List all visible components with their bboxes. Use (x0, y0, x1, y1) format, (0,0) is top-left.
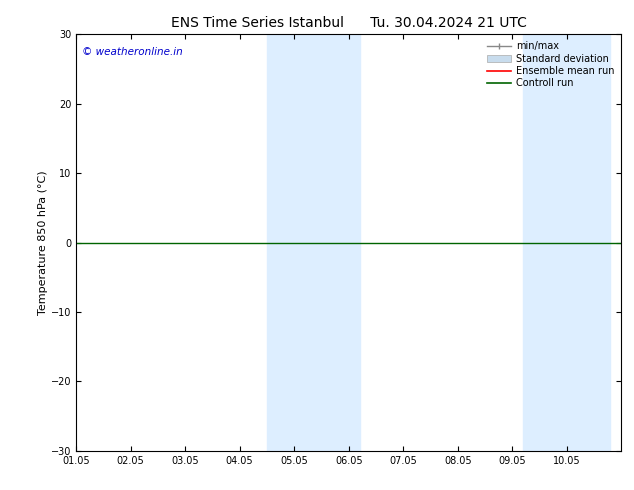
Text: © weatheronline.in: © weatheronline.in (82, 47, 183, 57)
Y-axis label: Temperature 850 hPa (°C): Temperature 850 hPa (°C) (38, 170, 48, 315)
Bar (267, 34, 359, 451)
Bar (523, 34, 611, 451)
Legend: min/max, Standard deviation, Ensemble mean run, Controll run: min/max, Standard deviation, Ensemble me… (485, 39, 616, 90)
Title: ENS Time Series Istanbul      Tu. 30.04.2024 21 UTC: ENS Time Series Istanbul Tu. 30.04.2024 … (171, 16, 527, 30)
